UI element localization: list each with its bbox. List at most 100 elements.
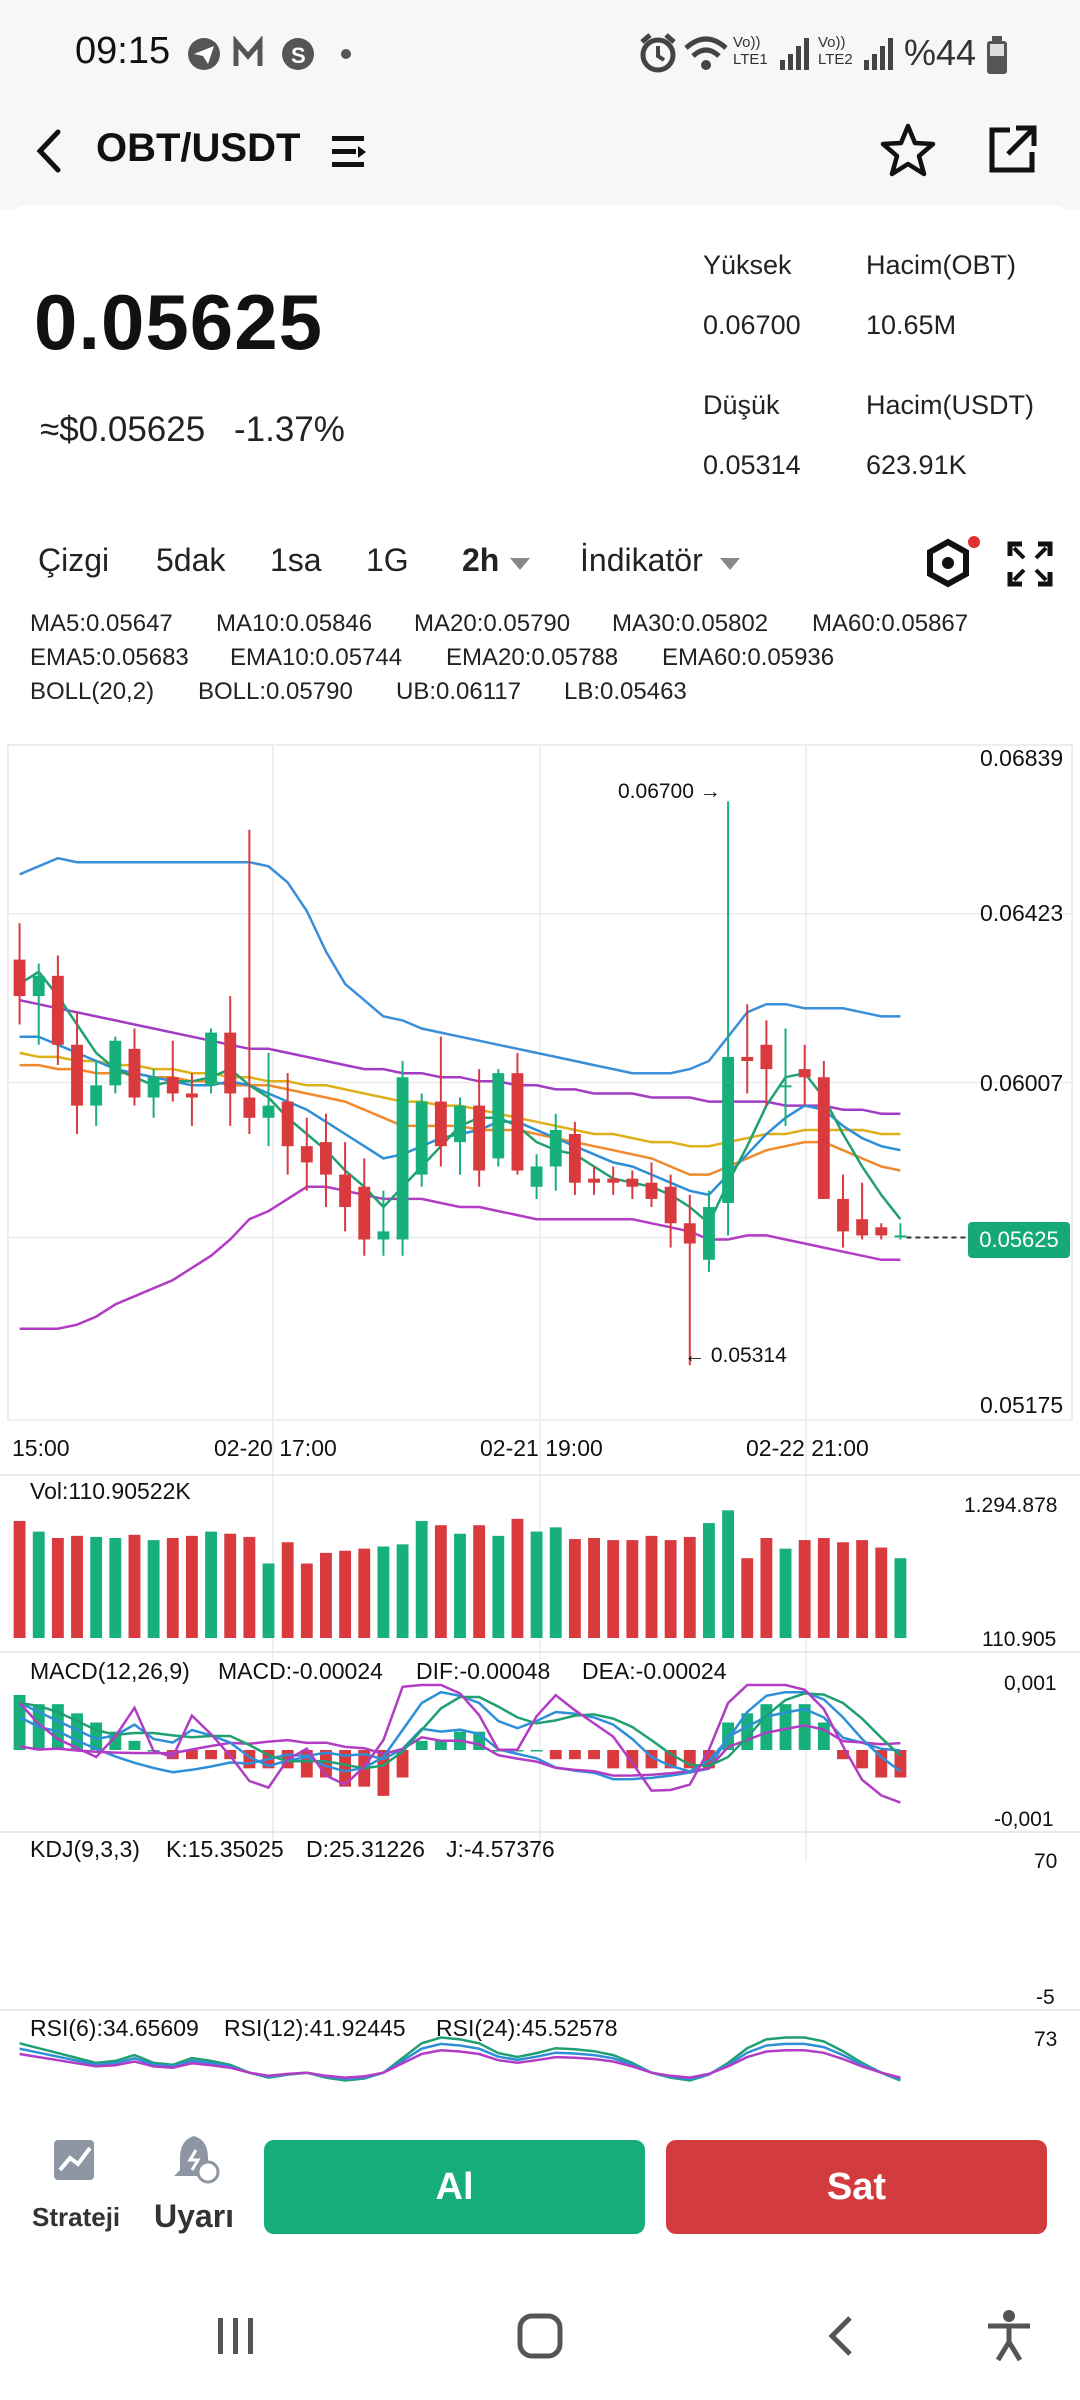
- volume-bar: [626, 1540, 639, 1638]
- macd-bar: [434, 1740, 447, 1750]
- volume-bar: [837, 1542, 849, 1638]
- volume-bar: [185, 1535, 198, 1638]
- ind-ema5: EMA5:0.05683: [30, 644, 189, 671]
- high-label: Yüksek: [703, 250, 792, 280]
- fullscreen-icon[interactable]: [1006, 540, 1054, 588]
- alarm-icon: [640, 33, 676, 73]
- volume-bar: [396, 1544, 409, 1638]
- y-tick-1: 0.06839: [980, 745, 1064, 771]
- tab-5min[interactable]: 5dak: [156, 542, 226, 578]
- back-arrow-icon[interactable]: [30, 126, 70, 176]
- svg-text:S: S: [291, 43, 306, 68]
- volume-bar: [320, 1552, 332, 1638]
- volume-bar: [109, 1537, 122, 1638]
- ind-ma10: MA10:0.05846: [216, 610, 373, 637]
- volume-bar: [568, 1539, 581, 1638]
- candle-body: [13, 959, 26, 997]
- share-external-icon[interactable]: [984, 122, 1040, 178]
- volume-bar: [281, 1542, 294, 1638]
- star-favorite-icon[interactable]: [880, 122, 936, 178]
- candle-body: [32, 975, 45, 997]
- macd-bar: [415, 1740, 428, 1750]
- alert-bell-icon[interactable]: [170, 2132, 222, 2188]
- y-tick-2: 0.06423: [980, 900, 1064, 926]
- alert-label[interactable]: Uyarı: [154, 2198, 235, 2234]
- candle-body: [224, 1032, 237, 1094]
- tab-2h[interactable]: 2h: [462, 542, 500, 578]
- volume-base-label: Hacim(OBT): [866, 250, 1016, 280]
- macd-max: 0,001: [1004, 1672, 1057, 1695]
- macd-bar: [473, 1731, 486, 1750]
- dea-value: DEA:-0.00024: [582, 1658, 727, 1684]
- rsi6: RSI(6):34.65609: [30, 2015, 199, 2041]
- tab-indicator[interactable]: İndikatör: [580, 542, 703, 578]
- candle-body: [71, 1044, 83, 1106]
- strategy-label[interactable]: Strateji: [32, 2202, 121, 2232]
- settings-hex-icon[interactable]: [920, 536, 980, 590]
- pair-title[interactable]: OBT/USDT: [96, 126, 301, 170]
- volume-bar: [71, 1535, 83, 1638]
- sim2-label: LTE2: [818, 51, 853, 68]
- volume-bar: [875, 1547, 888, 1638]
- kdj-k: K:15.35025: [166, 1836, 284, 1862]
- volte1-label: Vo)): [733, 34, 761, 51]
- volume-bar: [243, 1536, 256, 1638]
- candle-body: [683, 1223, 696, 1244]
- tab-1d[interactable]: 1G: [366, 542, 409, 578]
- macd-bar: [13, 1695, 26, 1750]
- macd-bar: [339, 1750, 352, 1787]
- interval-tabs: Çizgi 5dak 1sa 1G 2h İndikatör: [0, 530, 1080, 600]
- candle-body: [262, 1105, 275, 1118]
- y-tick-5: 0.05175: [980, 1392, 1064, 1418]
- candle-body: [147, 1077, 160, 1098]
- candle-body: [128, 1048, 141, 1098]
- macd-bar: [875, 1750, 888, 1778]
- kdj-min: -5: [1036, 1986, 1055, 2009]
- low-value: 0.05314: [703, 450, 801, 480]
- pair-list-icon[interactable]: [330, 132, 368, 170]
- vol-min: 110.905: [982, 1628, 1057, 1651]
- candle-body: [645, 1182, 658, 1199]
- buy-button[interactable]: Al: [264, 2140, 645, 2234]
- rsi24: RSI(24):45.52578: [436, 2015, 618, 2041]
- volume-bar: [588, 1537, 600, 1638]
- recent-apps-icon[interactable]: [214, 2314, 258, 2358]
- ticker-card: 0.05625 ≈$0.05625 -1.37% Yüksek 0.06700 …: [0, 205, 1080, 535]
- accessibility-icon[interactable]: [984, 2308, 1034, 2364]
- sell-button[interactable]: Sat: [666, 2140, 1047, 2234]
- candle-body: [511, 1073, 524, 1171]
- candle-body: [607, 1178, 620, 1183]
- macd-bar: [837, 1750, 849, 1760]
- y-tick-3: 0.06007: [980, 1070, 1064, 1096]
- candle-body: [109, 1040, 122, 1086]
- kline-chart[interactable]: [0, 740, 1080, 2100]
- macd-bar: [128, 1740, 141, 1750]
- macd-dif-line: [19, 1707, 901, 1781]
- candle-body: [588, 1178, 600, 1183]
- ma60-line: [19, 998, 901, 1115]
- x-tick-4: 02-22 21:00: [746, 1435, 869, 1461]
- volume-base-value: 10.65M: [866, 310, 957, 340]
- candle-body: [798, 1069, 811, 1078]
- volume-bar: [13, 1520, 26, 1638]
- candle-body: [300, 1146, 313, 1163]
- candle-body: [722, 1056, 735, 1203]
- current-price-tag: 0.05625: [968, 1222, 1070, 1258]
- back-nav-icon[interactable]: [822, 2312, 862, 2360]
- macd-bar: [817, 1722, 830, 1750]
- rsi24-line: [19, 2049, 901, 2079]
- macd-label: MACD(12,26,9): [30, 1658, 190, 1684]
- home-icon[interactable]: [516, 2312, 564, 2360]
- tab-line[interactable]: Çizgi: [38, 542, 110, 578]
- x-tick-3: 02-21 19:00: [480, 1435, 603, 1461]
- strategy-icon[interactable]: [50, 2136, 100, 2186]
- macd-bar: [377, 1750, 390, 1796]
- macd-bar: [856, 1750, 869, 1769]
- candle-body: [358, 1186, 371, 1240]
- candle-body: [626, 1178, 639, 1187]
- candle-body: [320, 1142, 332, 1175]
- volume-bar: [760, 1537, 773, 1638]
- tab-1h[interactable]: 1sa: [270, 542, 322, 578]
- volume-bar: [454, 1533, 466, 1638]
- volume-bar: [703, 1523, 715, 1638]
